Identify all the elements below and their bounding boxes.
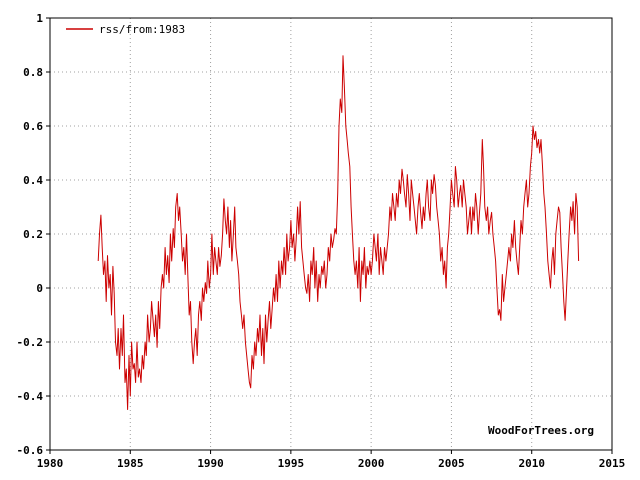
x-tick-label: 1990 bbox=[197, 457, 224, 470]
y-axis: -0.6 -0.4 -0.2 0 0.2 0.4 0.6 0.8 1 bbox=[17, 12, 50, 457]
legend: rss/from:1983 bbox=[66, 23, 185, 36]
credit-text: WoodForTrees.org bbox=[488, 424, 594, 437]
x-tick-label: 2005 bbox=[438, 457, 465, 470]
x-tick-label: 2015 bbox=[599, 457, 626, 470]
y-tick-label: -0.4 bbox=[17, 390, 44, 403]
series-layer bbox=[97, 55, 580, 410]
y-tick-label: 0.8 bbox=[23, 66, 43, 79]
x-axis: 1980 1985 1990 1995 2000 2005 2010 2015 bbox=[37, 450, 626, 470]
y-tick-label: -0.2 bbox=[17, 336, 44, 349]
x-tick-label: 1995 bbox=[278, 457, 305, 470]
y-tick-label: 1 bbox=[36, 12, 43, 25]
x-tick-label: 2010 bbox=[518, 457, 545, 470]
y-tick-label: 0.4 bbox=[23, 174, 43, 187]
y-tick-label: 0.2 bbox=[23, 228, 43, 241]
series-line bbox=[97, 55, 580, 410]
y-tick-label: 0.6 bbox=[23, 120, 43, 133]
legend-label: rss/from:1983 bbox=[99, 23, 185, 36]
x-tick-label: 1985 bbox=[117, 457, 144, 470]
y-tick-label: -0.6 bbox=[17, 444, 44, 457]
y-tick-label: 0 bbox=[36, 282, 43, 295]
x-tick-label: 1980 bbox=[37, 457, 64, 470]
x-tick-label: 2000 bbox=[358, 457, 385, 470]
